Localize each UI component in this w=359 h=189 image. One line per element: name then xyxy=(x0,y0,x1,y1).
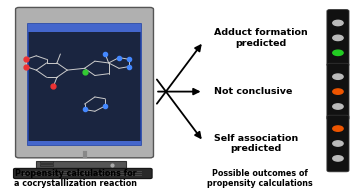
Bar xyxy=(70,175,80,176)
Bar xyxy=(83,170,93,172)
Circle shape xyxy=(333,35,343,41)
FancyBboxPatch shape xyxy=(15,7,154,158)
Bar xyxy=(36,160,126,169)
Bar xyxy=(95,173,105,174)
Circle shape xyxy=(333,141,343,146)
Bar xyxy=(28,141,141,145)
Bar xyxy=(132,175,142,176)
Bar xyxy=(95,175,105,176)
Bar xyxy=(40,164,53,166)
Bar xyxy=(120,175,130,176)
Bar xyxy=(83,175,93,176)
Bar xyxy=(21,173,31,174)
Text: Possible outcomes of
propensity calculations: Possible outcomes of propensity calculat… xyxy=(208,169,313,188)
Bar xyxy=(70,170,80,172)
FancyBboxPatch shape xyxy=(14,168,152,179)
Bar xyxy=(21,175,31,176)
Circle shape xyxy=(333,50,343,56)
Circle shape xyxy=(333,89,343,94)
Text: Propensity calculations for
a cocrystallization reaction: Propensity calculations for a cocrystall… xyxy=(14,169,137,188)
Text: Adduct formation
predicted: Adduct formation predicted xyxy=(214,28,308,48)
Bar xyxy=(120,173,130,174)
Bar xyxy=(33,170,43,172)
Circle shape xyxy=(333,20,343,26)
Text: Self association
predicted: Self association predicted xyxy=(214,134,298,153)
Bar xyxy=(58,175,67,176)
Bar xyxy=(28,24,141,32)
Circle shape xyxy=(333,74,343,79)
Bar xyxy=(132,170,142,172)
Bar xyxy=(108,173,117,174)
Bar xyxy=(60,160,109,164)
Bar xyxy=(83,173,93,174)
Bar xyxy=(46,175,55,176)
Bar xyxy=(21,170,31,172)
Bar xyxy=(108,175,117,176)
Bar xyxy=(46,170,55,172)
Circle shape xyxy=(333,104,343,109)
Bar xyxy=(28,24,141,145)
Bar xyxy=(46,173,55,174)
Bar xyxy=(58,170,67,172)
Circle shape xyxy=(333,126,343,131)
Bar xyxy=(95,170,105,172)
Bar xyxy=(120,170,130,172)
Bar xyxy=(70,173,80,174)
Text: Not conclusive: Not conclusive xyxy=(214,87,292,96)
Bar xyxy=(33,173,43,174)
Bar xyxy=(108,170,117,172)
FancyBboxPatch shape xyxy=(327,10,349,66)
FancyBboxPatch shape xyxy=(327,63,349,120)
Bar xyxy=(58,173,67,174)
FancyBboxPatch shape xyxy=(327,115,349,172)
Bar xyxy=(33,175,43,176)
Bar xyxy=(40,161,53,163)
Circle shape xyxy=(333,156,343,161)
Bar xyxy=(132,173,142,174)
